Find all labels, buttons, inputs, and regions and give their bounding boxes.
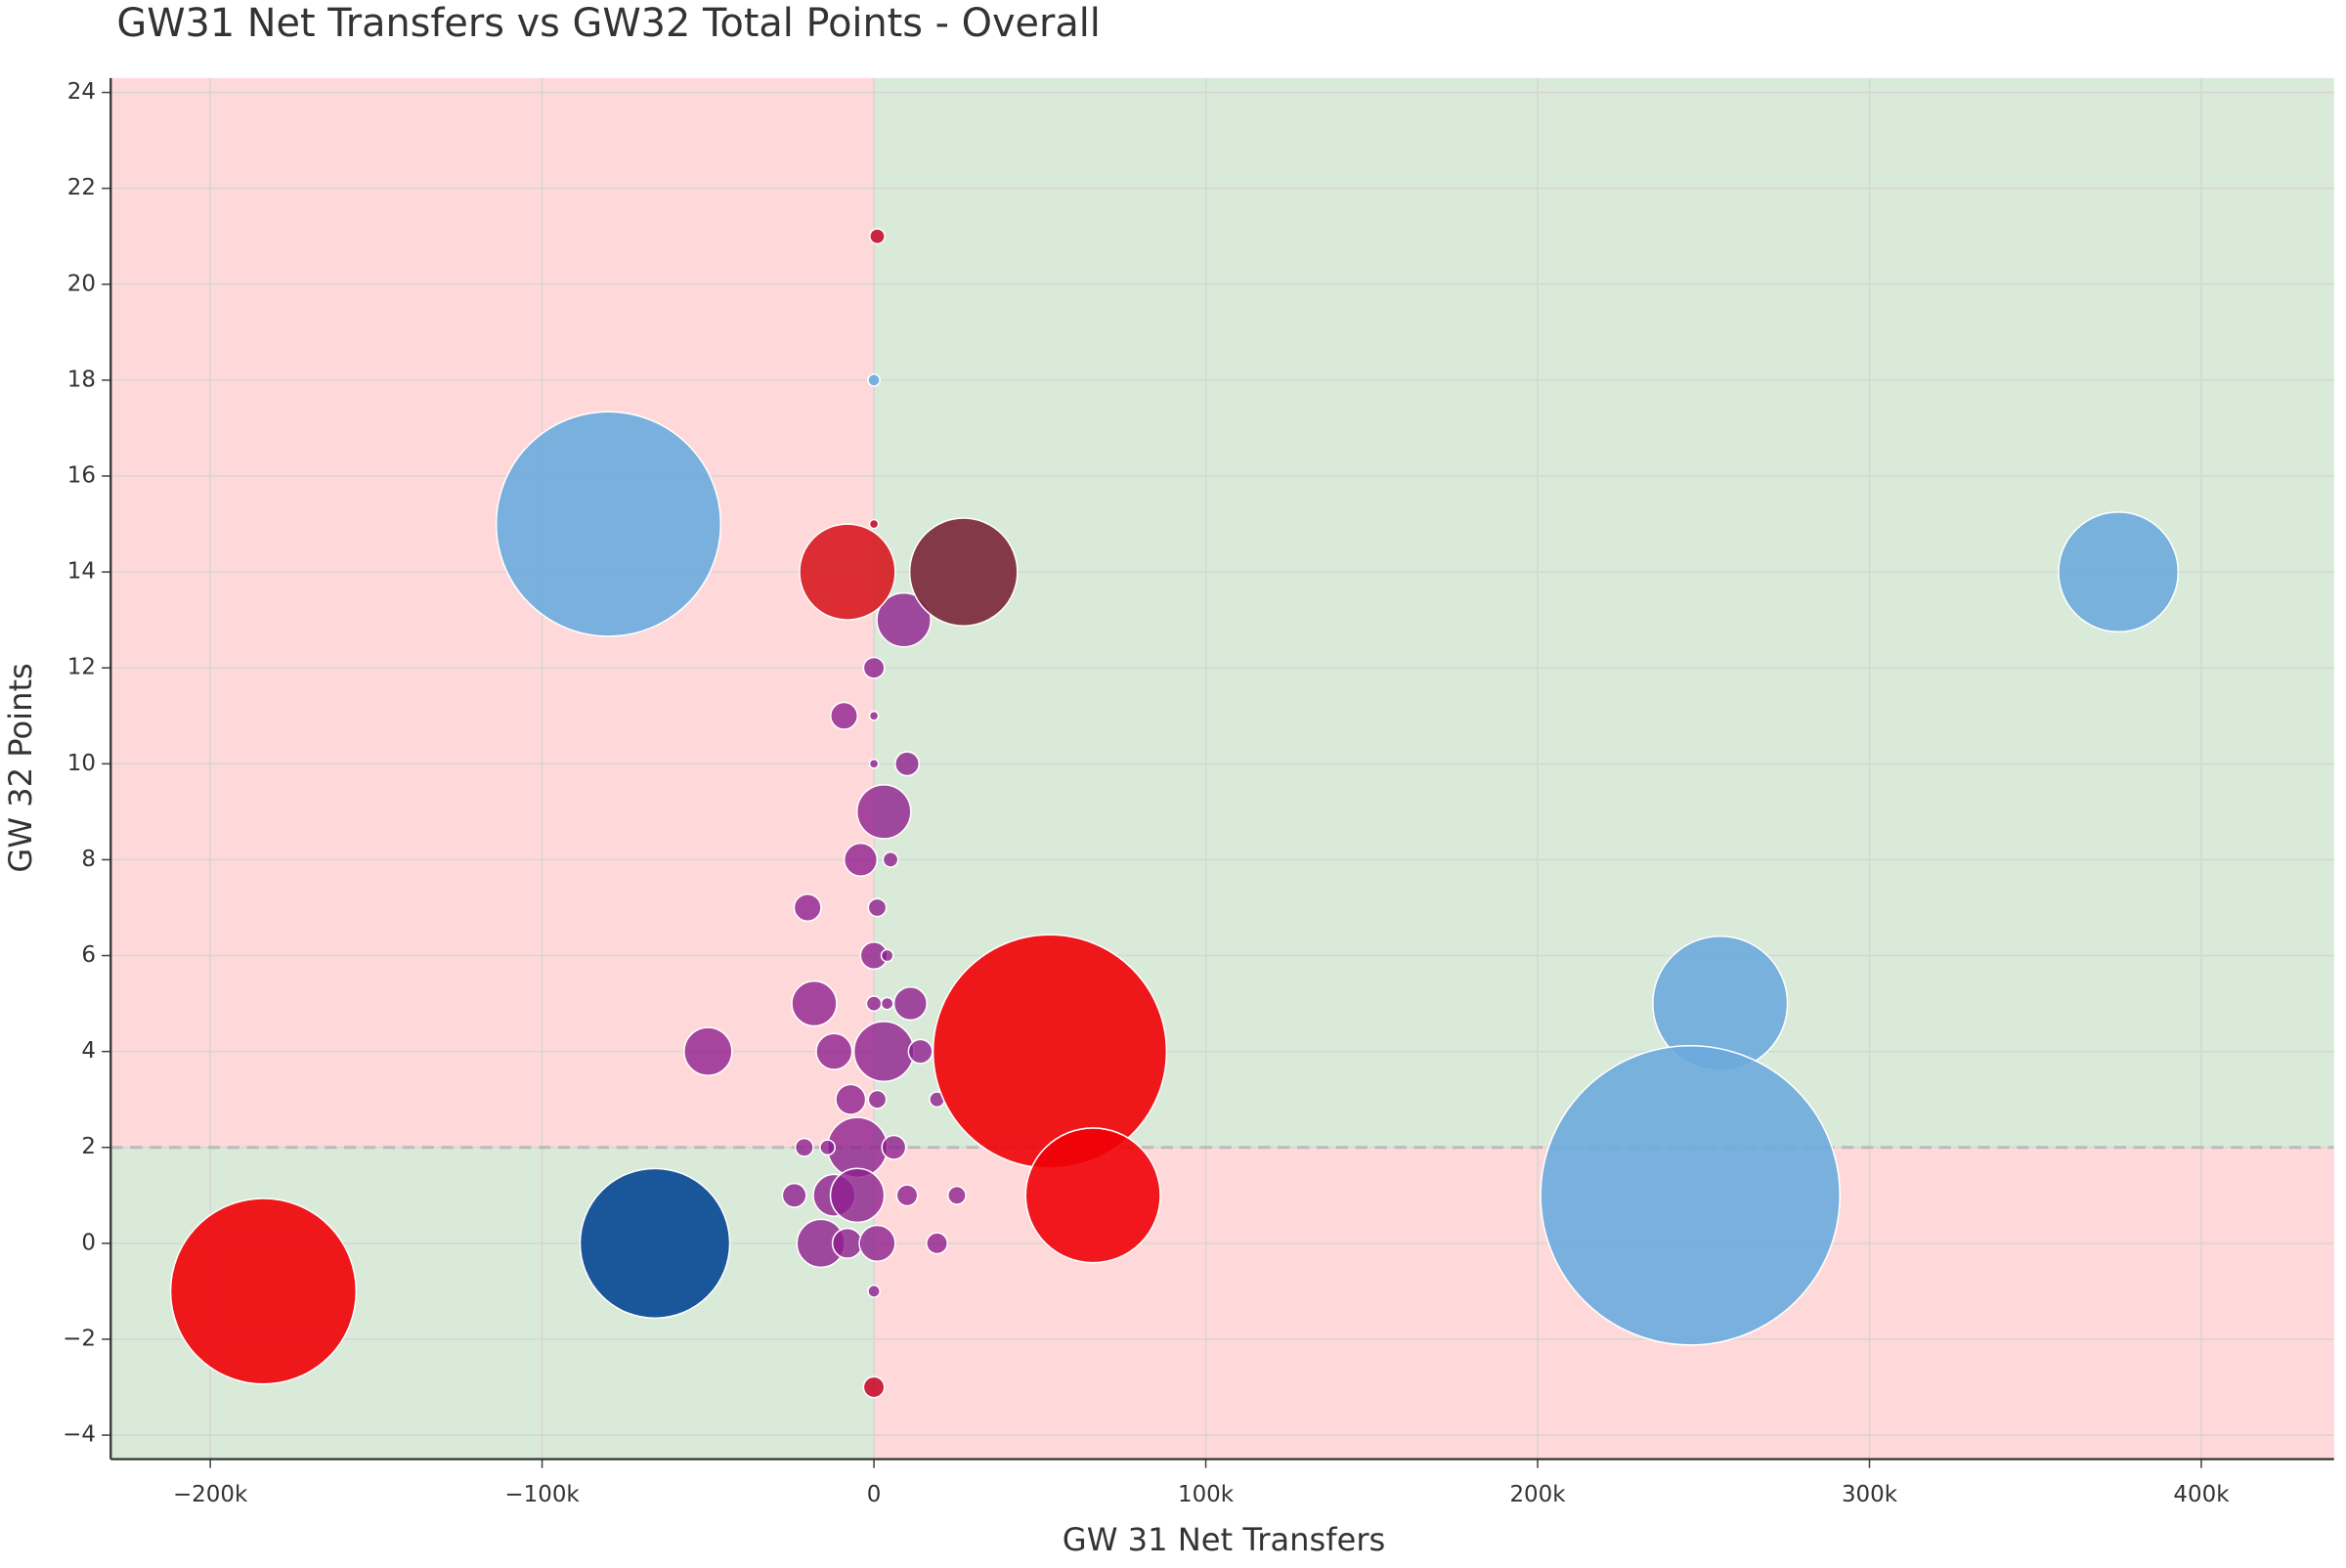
y-tick-label: 2 — [81, 1134, 96, 1159]
bubble — [799, 523, 896, 621]
bubble — [932, 934, 1168, 1169]
bubble — [2058, 511, 2180, 633]
bubble — [895, 1184, 919, 1207]
y-tick-label: 16 — [67, 462, 96, 488]
bubble — [907, 1038, 934, 1065]
bubble — [893, 751, 921, 777]
x-tick-label: −200k — [173, 1482, 248, 1507]
bubble — [867, 897, 888, 918]
y-tick-label: 6 — [81, 942, 96, 968]
bubble — [862, 656, 886, 679]
bubble — [1540, 1044, 1841, 1346]
bubble — [868, 518, 880, 530]
y-tick-label: 0 — [81, 1230, 96, 1255]
bubble — [855, 784, 912, 840]
y-tick-label: −4 — [63, 1422, 96, 1448]
y-tick-label: 20 — [67, 271, 96, 296]
bubble — [868, 758, 880, 769]
x-tick-label: 0 — [867, 1482, 882, 1507]
bubble — [946, 1185, 967, 1205]
x-tick-label: 400k — [2173, 1482, 2230, 1507]
quadrant — [110, 77, 875, 1148]
x-tick-label: 100k — [1178, 1482, 1235, 1507]
bubble — [868, 710, 880, 721]
bubble — [926, 1232, 949, 1255]
bubble — [835, 1083, 867, 1115]
y-tick-label: 14 — [67, 559, 96, 585]
bubble — [876, 591, 932, 648]
bubble — [852, 1021, 915, 1083]
bubble — [882, 851, 899, 868]
bubble — [1024, 1127, 1161, 1264]
x-tick-label: 300k — [1842, 1482, 1898, 1507]
bubble — [881, 1134, 907, 1160]
bubble — [865, 995, 883, 1013]
bubble — [781, 1182, 807, 1208]
y-tick-label: −2 — [63, 1326, 96, 1351]
x-axis-title: GW 31 Net Transfers — [1063, 1521, 1385, 1558]
bubble — [579, 1167, 731, 1320]
bubble — [867, 372, 881, 387]
x-tick-label: 200k — [1509, 1482, 1566, 1507]
y-tick-label: 18 — [67, 367, 96, 392]
bubble — [908, 517, 1019, 627]
bubble — [791, 980, 838, 1027]
bubble — [831, 1227, 863, 1259]
y-tick-label: 8 — [81, 847, 96, 872]
bubble — [819, 1139, 836, 1156]
y-tick-label: 12 — [67, 655, 96, 680]
bubble — [880, 948, 894, 963]
x-tick-label: −100k — [504, 1482, 580, 1507]
bubble — [862, 1375, 886, 1399]
bubble — [794, 1137, 814, 1157]
bubble — [880, 996, 894, 1011]
bubble — [829, 1167, 886, 1224]
bubble — [892, 985, 929, 1022]
bubble — [858, 1224, 896, 1262]
bubble — [867, 1285, 881, 1298]
bubble — [867, 1089, 888, 1110]
bubble — [815, 1032, 853, 1070]
y-tick-label: 10 — [67, 751, 96, 776]
bubble — [869, 228, 886, 245]
y-axis-title: GW 32 Points — [2, 663, 39, 872]
y-tick-label: 24 — [67, 79, 96, 105]
bubble — [843, 842, 879, 878]
y-tick-label: 22 — [67, 175, 96, 200]
chart-title: GW31 Net Transfers vs GW32 Total Points … — [116, 1, 1100, 46]
bubble — [683, 1026, 733, 1076]
y-tick-label: 4 — [81, 1038, 96, 1064]
bubble — [793, 893, 822, 923]
bubble — [169, 1198, 358, 1385]
bubble — [829, 701, 859, 730]
bubble — [495, 411, 722, 637]
